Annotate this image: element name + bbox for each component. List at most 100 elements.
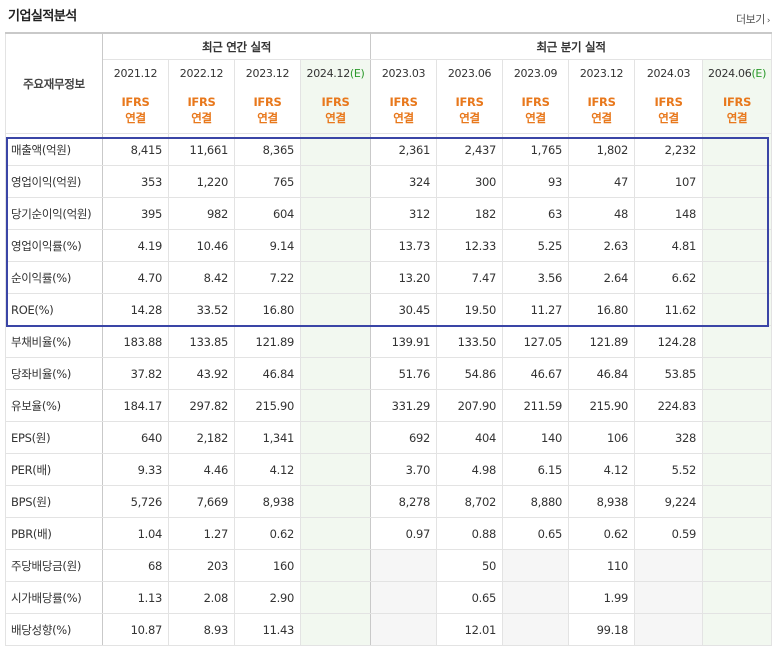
- value-cell: 11.62: [634, 293, 704, 326]
- ifrs-link[interactable]: IFRS 연결: [102, 87, 169, 134]
- value-cell: 2,361: [370, 133, 438, 166]
- row-label: 배당성향(%): [5, 613, 103, 646]
- period-header-estimate: 2024.06(E): [702, 59, 773, 87]
- value-cell: 63: [502, 197, 570, 230]
- ifrs-link[interactable]: IFRS 연결: [634, 87, 704, 134]
- value-cell: 46.84: [234, 357, 301, 390]
- value-cell: 8,702: [436, 485, 504, 518]
- value-cell: 13.73: [370, 229, 438, 262]
- value-cell: [702, 293, 773, 326]
- period-header: 2022.12: [168, 59, 235, 87]
- table-row: 시가배당률(%) 1.13 2.08 2.90 0.65 1.99: [5, 581, 773, 614]
- more-link-label: 더보기: [736, 13, 765, 26]
- value-cell: 7.47: [436, 261, 504, 294]
- financial-table: 주요재무정보 최근 연간 실적 최근 분기 실적 2021.12 2022.12 2…: [5, 32, 773, 646]
- value-cell: 10.87: [102, 613, 169, 646]
- consolidated-label: 연결: [393, 111, 414, 125]
- value-cell: 8,938: [568, 485, 636, 518]
- more-link[interactable]: 더보기 ›: [736, 11, 771, 27]
- value-cell: [702, 165, 773, 198]
- period-header: 2023.12: [568, 59, 636, 87]
- value-cell: [299, 293, 372, 326]
- value-cell: 297.82: [168, 389, 235, 422]
- ifrs-link[interactable]: IFRS 연결: [234, 87, 301, 134]
- value-cell: [702, 517, 773, 550]
- value-cell: 6.62: [634, 261, 704, 294]
- ifrs-link[interactable]: IFRS 연결: [168, 87, 235, 134]
- row-label: PER(배): [5, 453, 103, 486]
- value-cell: 4.98: [436, 453, 504, 486]
- ifrs-link[interactable]: IFRS 연결: [568, 87, 636, 134]
- value-cell: 1,802: [568, 133, 636, 166]
- annual-header: 최근 연간 실적: [101, 32, 372, 60]
- value-cell: [502, 613, 570, 646]
- ifrs-link[interactable]: IFRS 연결: [370, 87, 438, 134]
- value-cell: 184.17: [102, 389, 169, 422]
- value-cell: 12.01: [436, 613, 504, 646]
- value-cell: 133.50: [436, 325, 504, 358]
- consolidated-label: 연결: [191, 111, 212, 125]
- value-cell: 1.99: [568, 581, 636, 614]
- value-cell: 33.52: [168, 293, 235, 326]
- value-cell: [702, 229, 773, 262]
- value-cell: 7,669: [168, 485, 235, 518]
- value-cell: 300: [436, 165, 504, 198]
- value-cell: [702, 581, 773, 614]
- value-cell: 8,938: [234, 485, 301, 518]
- value-cell: 1.13: [102, 581, 169, 614]
- value-cell: 13.20: [370, 261, 438, 294]
- value-cell: [702, 389, 773, 422]
- table-row: 순이익률(%) 4.70 8.42 7.22 13.20 7.47 3.56 2.64 6.62: [5, 261, 773, 294]
- value-cell: 110: [568, 549, 636, 582]
- value-cell: 4.19: [102, 229, 169, 262]
- row-label: 매출액(억원): [5, 133, 103, 166]
- value-cell: 0.59: [634, 517, 704, 550]
- quarter-header: 최근 분기 실적: [370, 32, 773, 60]
- value-cell: 3.56: [502, 261, 570, 294]
- period-header: 2024.03: [634, 59, 704, 87]
- value-cell: 46.84: [568, 357, 636, 390]
- period-header: 2023.12: [234, 59, 301, 87]
- row-label: ROE(%): [5, 293, 103, 326]
- value-cell: 1,220: [168, 165, 235, 198]
- value-cell: 16.80: [568, 293, 636, 326]
- value-cell: 8,880: [502, 485, 570, 518]
- row-label: 유보율(%): [5, 389, 103, 422]
- table-row: PER(배) 9.33 4.46 4.12 3.70 4.98 6.15 4.12 5.52: [5, 453, 773, 486]
- value-cell: 46.67: [502, 357, 570, 390]
- value-cell: [299, 261, 372, 294]
- row-label: BPS(원): [5, 485, 103, 518]
- ifrs-link[interactable]: IFRS 연결: [436, 87, 504, 134]
- value-cell: [502, 549, 570, 582]
- value-cell: 6.15: [502, 453, 570, 486]
- value-cell: 0.65: [436, 581, 504, 614]
- ifrs-link[interactable]: IFRS 연결: [299, 87, 372, 134]
- value-cell: [299, 197, 372, 230]
- value-cell: [702, 549, 773, 582]
- value-cell: 640: [102, 421, 169, 454]
- value-cell: 4.81: [634, 229, 704, 262]
- value-cell: 207.90: [436, 389, 504, 422]
- value-cell: [502, 581, 570, 614]
- value-cell: [299, 549, 372, 582]
- row-label: 당기순이익(억원): [5, 197, 103, 230]
- value-cell: 0.62: [234, 517, 301, 550]
- value-cell: [634, 549, 704, 582]
- value-cell: 9,224: [634, 485, 704, 518]
- ifrs-link[interactable]: IFRS 연결: [702, 87, 773, 134]
- value-cell: 8,365: [234, 133, 301, 166]
- value-cell: 54.86: [436, 357, 504, 390]
- table-row: 당기순이익(억원) 395 982 604 312 182 63 48 148: [5, 197, 773, 230]
- table-row: 유보율(%) 184.17 297.82 215.90 331.29 207.90 211.…: [5, 389, 773, 422]
- value-cell: 127.05: [502, 325, 570, 358]
- table-row: 당좌비율(%) 37.82 43.92 46.84 51.76 54.86 46.67 46.…: [5, 357, 773, 390]
- value-cell: 48: [568, 197, 636, 230]
- value-cell: 692: [370, 421, 438, 454]
- value-cell: 8,278: [370, 485, 438, 518]
- value-cell: 3.70: [370, 453, 438, 486]
- value-cell: [299, 421, 372, 454]
- ifrs-link[interactable]: IFRS 연결: [502, 87, 570, 134]
- value-cell: 37.82: [102, 357, 169, 390]
- period-label: 2024.06: [708, 67, 752, 80]
- table-row: PBR(배) 1.04 1.27 0.62 0.97 0.88 0.65 0.62 0.59: [5, 517, 773, 550]
